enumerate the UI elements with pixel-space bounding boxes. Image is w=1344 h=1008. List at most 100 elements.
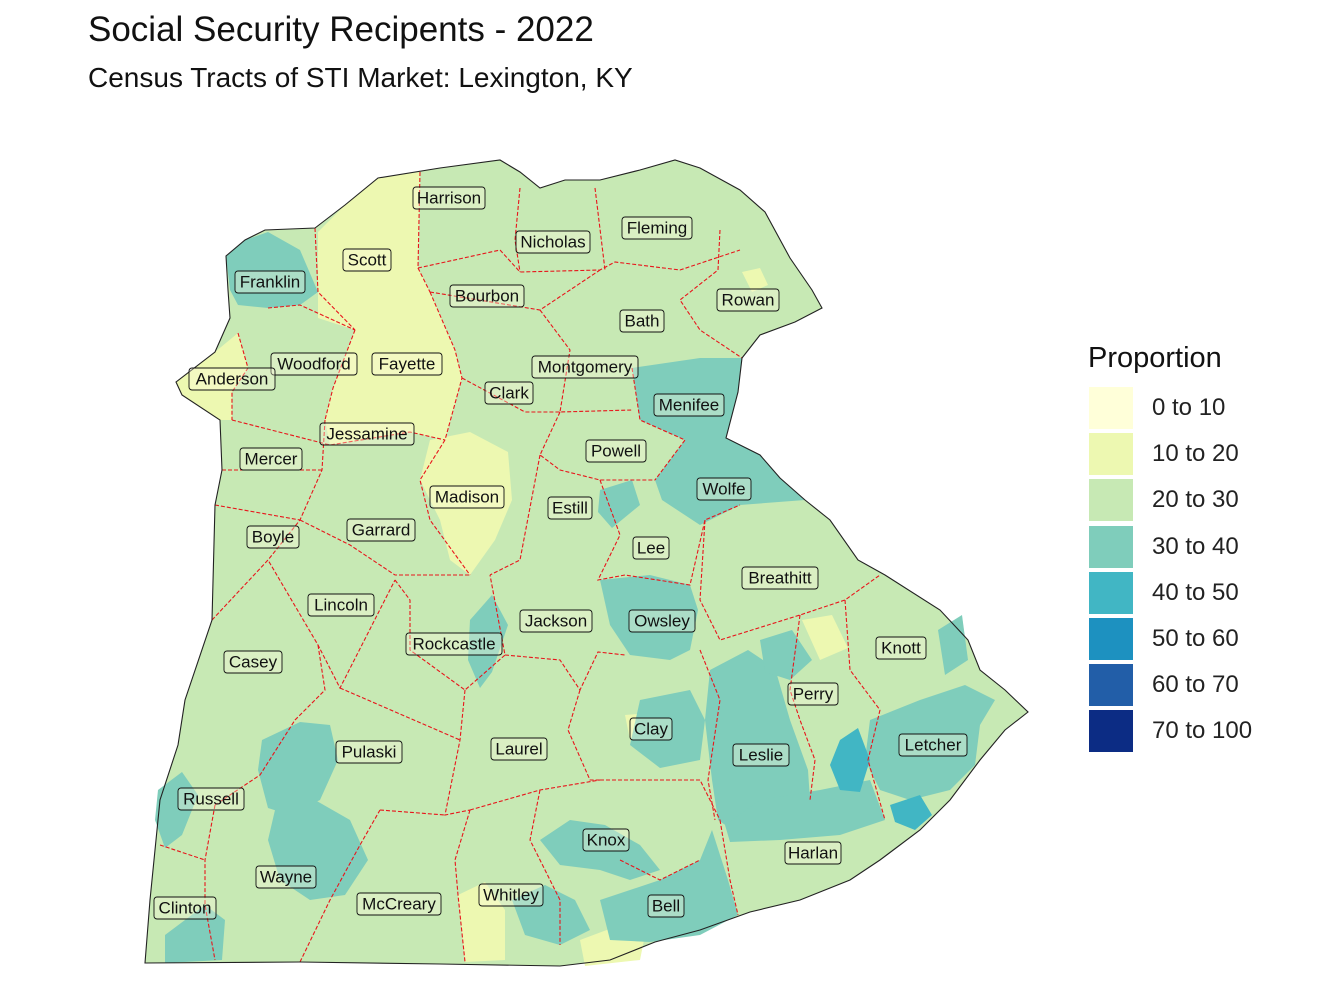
- legend-label: 30 to 40: [1152, 532, 1239, 560]
- legend-title: Proportion: [1088, 342, 1222, 374]
- region-russell: [155, 772, 198, 848]
- svg-text:Jackson: Jackson: [525, 612, 587, 631]
- legend-item: 30 to 40: [1088, 524, 1252, 570]
- legend-item: 0 to 10: [1088, 385, 1252, 431]
- county-label-harlan: Harlan: [784, 841, 842, 865]
- county-label-mercer: Mercer: [239, 447, 303, 471]
- svg-text:Laurel: Laurel: [495, 740, 542, 759]
- svg-text:Montgomery: Montgomery: [538, 358, 633, 377]
- region-perry-patch: [802, 615, 848, 660]
- region-harlan-high: [890, 795, 932, 830]
- svg-text:Anderson: Anderson: [196, 370, 269, 389]
- legend-item: 40 to 50: [1088, 570, 1252, 616]
- county-label-wolfe: Wolfe: [696, 477, 752, 501]
- region-clinton: [165, 905, 225, 963]
- svg-text:Rowan: Rowan: [722, 291, 775, 310]
- region-whitley-south: [512, 885, 590, 945]
- map-title: Social Security Recipents - 2022: [88, 10, 594, 49]
- svg-text:Lee: Lee: [637, 539, 665, 558]
- county-label-knott: Knott: [875, 636, 927, 660]
- region-estill-patch: [598, 480, 640, 528]
- county-label-casey: Casey: [223, 650, 283, 674]
- state-outline: [144, 159, 1029, 967]
- svg-text:Mercer: Mercer: [245, 450, 298, 469]
- svg-text:Franklin: Franklin: [240, 273, 300, 292]
- svg-text:Letcher: Letcher: [905, 736, 962, 755]
- county-label-bath: Bath: [619, 309, 665, 333]
- svg-text:Owsley: Owsley: [634, 612, 690, 631]
- legend-label: 50 to 60: [1152, 625, 1239, 653]
- county-label-letcher: Letcher: [898, 733, 968, 757]
- county-label-fayette: Fayette: [371, 352, 443, 376]
- county-label-bourbon: Bourbon: [449, 284, 525, 308]
- region-anderson: [176, 333, 248, 420]
- county-label-clark: Clark: [484, 381, 534, 405]
- svg-text:Scott: Scott: [348, 251, 387, 270]
- legend-key-swatch: [1088, 709, 1134, 754]
- legend-key-swatch: [1088, 617, 1134, 662]
- svg-text:Knott: Knott: [881, 639, 921, 658]
- county-label-rockcastle: Rockcastle: [405, 632, 503, 656]
- county-label-montgomery: Montgomery: [531, 355, 639, 379]
- county-label-leslie: Leslie: [732, 743, 790, 767]
- county-label-pulaski: Pulaski: [335, 740, 403, 764]
- legend-key-swatch: [1088, 432, 1134, 477]
- svg-text:Casey: Casey: [229, 653, 278, 672]
- region-pulaski: [258, 722, 338, 815]
- legend-item: 70 to 100: [1088, 708, 1252, 754]
- svg-text:Clay: Clay: [634, 720, 669, 739]
- county-label-woodford: Woodford: [270, 352, 358, 376]
- region-perry-south: [760, 630, 812, 680]
- region-letcher: [865, 685, 995, 800]
- county-label-boyle: Boyle: [246, 525, 300, 549]
- county-label-estill: Estill: [547, 496, 593, 520]
- svg-text:Pulaski: Pulaski: [342, 743, 397, 762]
- region-owsley: [600, 575, 698, 660]
- svg-text:Bell: Bell: [652, 897, 680, 916]
- svg-text:Bourbon: Bourbon: [455, 287, 519, 306]
- region-knox: [540, 820, 660, 880]
- svg-text:Fleming: Fleming: [627, 219, 687, 238]
- county-label-anderson: Anderson: [188, 367, 276, 391]
- legend-label: 0 to 10: [1152, 394, 1226, 422]
- region-scott-fayette: [318, 172, 462, 445]
- svg-text:Jessamine: Jessamine: [326, 425, 407, 444]
- county-label-franklin: Franklin: [234, 270, 306, 294]
- svg-text:Lincoln: Lincoln: [314, 596, 368, 615]
- region-rowan-patch: [742, 268, 768, 292]
- svg-text:Harrison: Harrison: [417, 189, 481, 208]
- county-label-jessamine: Jessamine: [319, 422, 415, 446]
- svg-text:Whitley: Whitley: [483, 886, 539, 905]
- county-label-perry: Perry: [787, 682, 839, 706]
- svg-text:Breathitt: Breathitt: [748, 569, 812, 588]
- county-label-knox: Knox: [582, 828, 630, 852]
- county-label-bell: Bell: [647, 894, 685, 918]
- legend-item: 60 to 70: [1088, 662, 1252, 708]
- svg-text:Harlan: Harlan: [788, 844, 838, 863]
- county-label-lincoln: Lincoln: [307, 593, 375, 617]
- county-label-mccreary: McCreary: [356, 892, 442, 916]
- region-clay-knox: [630, 690, 705, 768]
- legend-key-swatch: [1088, 478, 1134, 523]
- county-label-lee: Lee: [632, 536, 670, 560]
- svg-text:Woodford: Woodford: [277, 355, 350, 374]
- county-label-fleming: Fleming: [621, 216, 693, 240]
- region-whitley-patch: [458, 882, 505, 962]
- svg-text:Garrard: Garrard: [352, 521, 411, 540]
- svg-text:Powell: Powell: [591, 442, 641, 461]
- svg-text:Clinton: Clinton: [159, 899, 212, 918]
- county-label-garrard: Garrard: [346, 518, 416, 542]
- legend-item: 10 to 20: [1088, 431, 1252, 477]
- county-label-jackson: Jackson: [519, 609, 593, 633]
- county-label-madison: Madison: [429, 485, 505, 509]
- county-label-russell: Russell: [177, 787, 245, 811]
- legend-label: 60 to 70: [1152, 671, 1239, 699]
- svg-text:Bath: Bath: [625, 312, 660, 331]
- legend-key-swatch: [1088, 663, 1134, 708]
- legend-key-swatch: [1088, 570, 1134, 615]
- county-boundaries: [159, 171, 886, 963]
- county-label-clay: Clay: [629, 717, 673, 741]
- county-label-harrison: Harrison: [412, 186, 486, 210]
- region-wayne: [268, 800, 368, 900]
